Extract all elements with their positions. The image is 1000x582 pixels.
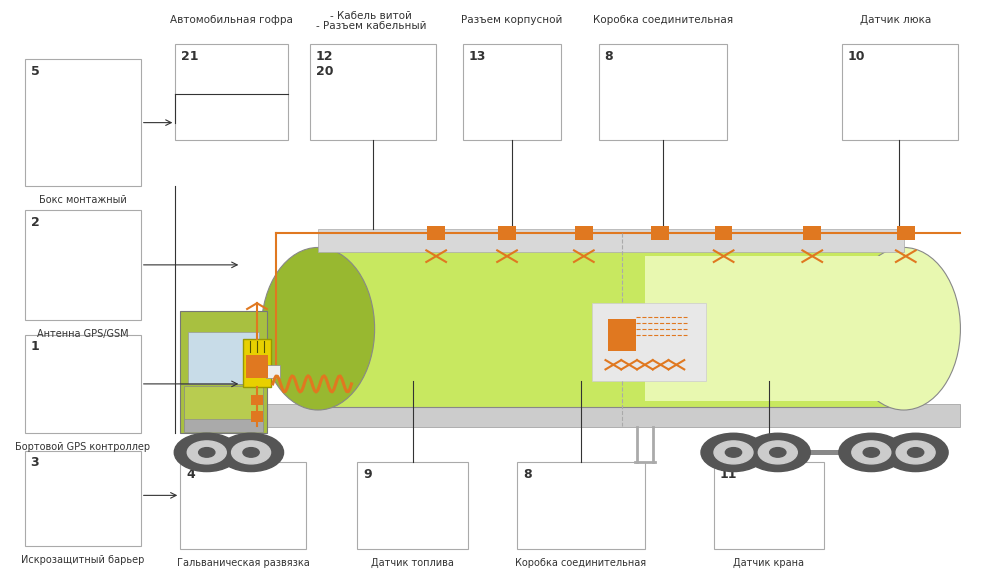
Circle shape xyxy=(852,441,891,464)
Bar xyxy=(427,226,445,240)
Text: Датчик крана: Датчик крана xyxy=(733,558,804,568)
Circle shape xyxy=(187,441,226,464)
Circle shape xyxy=(232,441,271,464)
FancyBboxPatch shape xyxy=(310,44,436,140)
FancyBboxPatch shape xyxy=(180,311,267,433)
FancyBboxPatch shape xyxy=(25,59,141,186)
FancyBboxPatch shape xyxy=(184,386,263,431)
Text: Антенна GPS/GSM: Антенна GPS/GSM xyxy=(37,329,129,339)
Text: Коробка соединительная: Коробка соединительная xyxy=(593,15,733,25)
Text: 11: 11 xyxy=(720,468,737,481)
FancyBboxPatch shape xyxy=(714,462,824,549)
Bar xyxy=(251,395,263,406)
Circle shape xyxy=(896,441,935,464)
Text: 8: 8 xyxy=(605,50,613,63)
Text: Бокс монтажный: Бокс монтажный xyxy=(39,195,127,205)
Text: Искрозащитный барьер: Искрозащитный барьер xyxy=(21,555,144,565)
Bar xyxy=(575,226,593,240)
FancyBboxPatch shape xyxy=(357,462,468,549)
Text: Бортовой GPS контроллер: Бортовой GPS контроллер xyxy=(15,442,150,452)
Text: Разъем корпусной: Разъем корпусной xyxy=(461,15,563,25)
FancyBboxPatch shape xyxy=(599,44,727,140)
Circle shape xyxy=(725,448,742,457)
FancyBboxPatch shape xyxy=(318,229,904,251)
Ellipse shape xyxy=(261,247,375,410)
FancyBboxPatch shape xyxy=(517,462,645,549)
FancyBboxPatch shape xyxy=(645,256,885,402)
Text: 21: 21 xyxy=(181,50,199,63)
Text: 9: 9 xyxy=(363,468,372,481)
Circle shape xyxy=(758,441,797,464)
Text: 1: 1 xyxy=(31,340,39,353)
Circle shape xyxy=(907,448,924,457)
Bar xyxy=(651,226,669,240)
FancyBboxPatch shape xyxy=(25,335,141,433)
Text: 4: 4 xyxy=(186,468,195,481)
Bar xyxy=(608,319,636,351)
Ellipse shape xyxy=(847,247,960,410)
Bar xyxy=(498,226,516,240)
Circle shape xyxy=(770,448,786,457)
FancyBboxPatch shape xyxy=(25,450,141,546)
Text: 12
20: 12 20 xyxy=(316,50,334,78)
Circle shape xyxy=(714,441,753,464)
FancyBboxPatch shape xyxy=(318,250,904,407)
Text: Коробка соединительная: Коробка соединительная xyxy=(515,558,646,568)
Text: - Кабель витой: - Кабель витой xyxy=(330,11,412,21)
Circle shape xyxy=(199,448,215,457)
FancyBboxPatch shape xyxy=(180,462,306,549)
Circle shape xyxy=(701,433,766,471)
Text: Автомобильная гофра: Автомобильная гофра xyxy=(170,15,293,25)
FancyBboxPatch shape xyxy=(266,365,280,378)
Bar xyxy=(897,226,915,240)
Bar xyxy=(722,449,928,455)
Bar xyxy=(251,411,263,421)
Text: 2: 2 xyxy=(31,215,39,229)
Text: 5: 5 xyxy=(31,65,39,77)
Circle shape xyxy=(745,433,810,471)
FancyBboxPatch shape xyxy=(25,210,141,320)
FancyBboxPatch shape xyxy=(175,44,288,140)
FancyBboxPatch shape xyxy=(188,332,259,384)
FancyBboxPatch shape xyxy=(243,339,271,387)
Text: 3: 3 xyxy=(31,456,39,470)
Bar xyxy=(803,226,821,240)
FancyBboxPatch shape xyxy=(184,419,263,432)
FancyBboxPatch shape xyxy=(463,44,561,140)
Text: 13: 13 xyxy=(469,50,486,63)
Text: Гальваническая развязка: Гальваническая развязка xyxy=(177,558,310,568)
Text: Датчик топлива: Датчик топлива xyxy=(371,558,454,568)
Circle shape xyxy=(219,433,284,471)
Circle shape xyxy=(243,448,259,457)
Text: 10: 10 xyxy=(848,50,865,63)
Text: 8: 8 xyxy=(523,468,531,481)
Text: - Разъем кабельный: - Разъем кабельный xyxy=(316,21,426,31)
Bar xyxy=(715,226,732,240)
Bar xyxy=(246,355,268,378)
FancyBboxPatch shape xyxy=(266,404,960,427)
Circle shape xyxy=(863,448,879,457)
Circle shape xyxy=(174,433,239,471)
Text: Датчик люка: Датчик люка xyxy=(860,15,932,25)
Bar xyxy=(592,303,706,381)
FancyBboxPatch shape xyxy=(842,44,958,140)
Circle shape xyxy=(839,433,904,471)
Circle shape xyxy=(883,433,948,471)
